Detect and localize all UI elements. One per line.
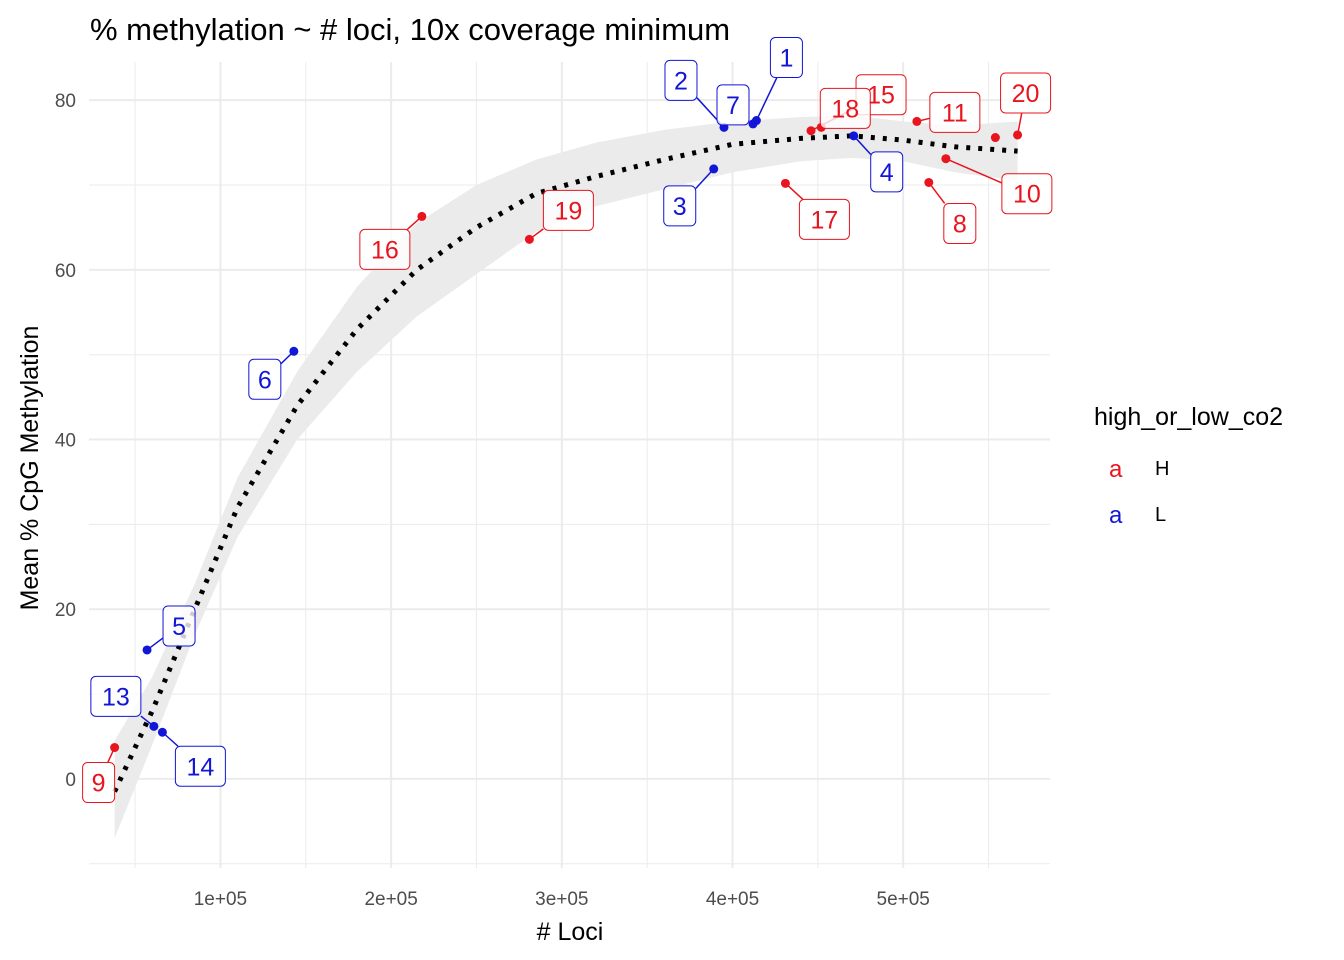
point-label-box <box>929 91 981 133</box>
point-label-box <box>663 185 697 227</box>
grid-layer <box>89 62 1050 868</box>
point-label-box <box>1000 72 1052 114</box>
point-label: 13 <box>102 683 130 711</box>
point-label: 19 <box>554 197 582 225</box>
point-label: 10 <box>1013 181 1041 209</box>
y-tick-label: 40 <box>55 431 76 452</box>
x-tick-label: 3e+05 <box>535 889 588 910</box>
data-point <box>524 234 534 244</box>
data-point <box>912 116 922 126</box>
point-label: 7 <box>726 92 740 120</box>
point-label-box <box>943 202 977 244</box>
point-layer <box>110 116 1023 753</box>
point-label-box <box>819 87 871 129</box>
legend-label-l: L <box>1155 504 1166 526</box>
point-label-box <box>359 228 411 270</box>
point-label: 17 <box>811 206 839 234</box>
data-point <box>1013 130 1023 140</box>
data-point <box>806 126 816 136</box>
point-label-box <box>542 189 594 231</box>
x-tick-label: 2e+05 <box>364 889 417 910</box>
point-label: 9 <box>92 770 106 798</box>
point-label: 5 <box>172 613 186 641</box>
point-label-box <box>82 762 116 804</box>
data-point <box>780 178 790 188</box>
legend-key-h: a <box>1109 456 1123 483</box>
point-label-box <box>162 605 196 647</box>
data-point <box>110 743 120 753</box>
y-axis-title: Mean % CpG Methylation <box>16 326 44 611</box>
point-label-layer: 1 2 3 4 5 6 7 8 9 10 11 13 14 15 16 17 18 19 20 <box>82 37 1053 804</box>
point-label-box <box>769 37 803 79</box>
data-point <box>748 119 758 129</box>
data-point <box>924 177 934 187</box>
chart-title: % methylation ~ # loci, 10x coverage min… <box>90 12 730 47</box>
point-label: 20 <box>1012 80 1040 108</box>
point-label: 2 <box>674 67 688 95</box>
data-point <box>142 645 152 655</box>
data-point <box>849 131 859 141</box>
x-axis-title: # Loci <box>537 918 604 946</box>
point-label-box <box>870 151 904 193</box>
label-connector <box>945 158 1003 184</box>
point-label: 4 <box>880 159 894 187</box>
legend-key-l: a <box>1109 502 1123 529</box>
data-point <box>157 727 167 737</box>
data-point <box>289 346 299 356</box>
data-point <box>417 211 427 221</box>
data-point <box>709 164 719 174</box>
point-label: 6 <box>258 366 272 394</box>
y-tick-label: 0 <box>65 770 76 791</box>
point-label-box <box>798 198 850 240</box>
point-label-box <box>248 358 282 400</box>
point-label-box <box>716 84 750 126</box>
point-label: 18 <box>831 95 859 123</box>
legend-label-h: H <box>1155 458 1169 480</box>
x-tick-label: 4e+05 <box>706 889 759 910</box>
point-label: 8 <box>953 210 967 238</box>
point-label: 15 <box>867 82 895 110</box>
point-label-box <box>664 59 698 101</box>
point-label: 14 <box>186 753 214 781</box>
y-tick-label: 80 <box>55 91 76 112</box>
y-tick-label: 20 <box>55 600 76 621</box>
point-label: 16 <box>371 236 399 264</box>
y-tick-label: 60 <box>55 261 76 282</box>
point-label: 11 <box>942 99 968 127</box>
legend: high_or_low_co2 a H a L <box>1094 403 1283 529</box>
data-point <box>941 154 951 164</box>
point-label: 1 <box>779 45 793 73</box>
label-connector <box>755 77 778 121</box>
point-label-box <box>1001 173 1053 215</box>
data-point <box>149 721 159 731</box>
point-label-box <box>90 675 142 717</box>
data-point <box>990 133 1000 143</box>
x-tick-label: 1e+05 <box>194 889 247 910</box>
point-label: 3 <box>673 193 687 221</box>
x-tick-label: 5e+05 <box>877 889 930 910</box>
tick-label-layer: 1e+05 2e+05 3e+05 4e+05 5e+05 0 20 40 60 80 <box>55 91 930 910</box>
legend-title: high_or_low_co2 <box>1094 403 1283 431</box>
point-label-box <box>174 745 226 787</box>
